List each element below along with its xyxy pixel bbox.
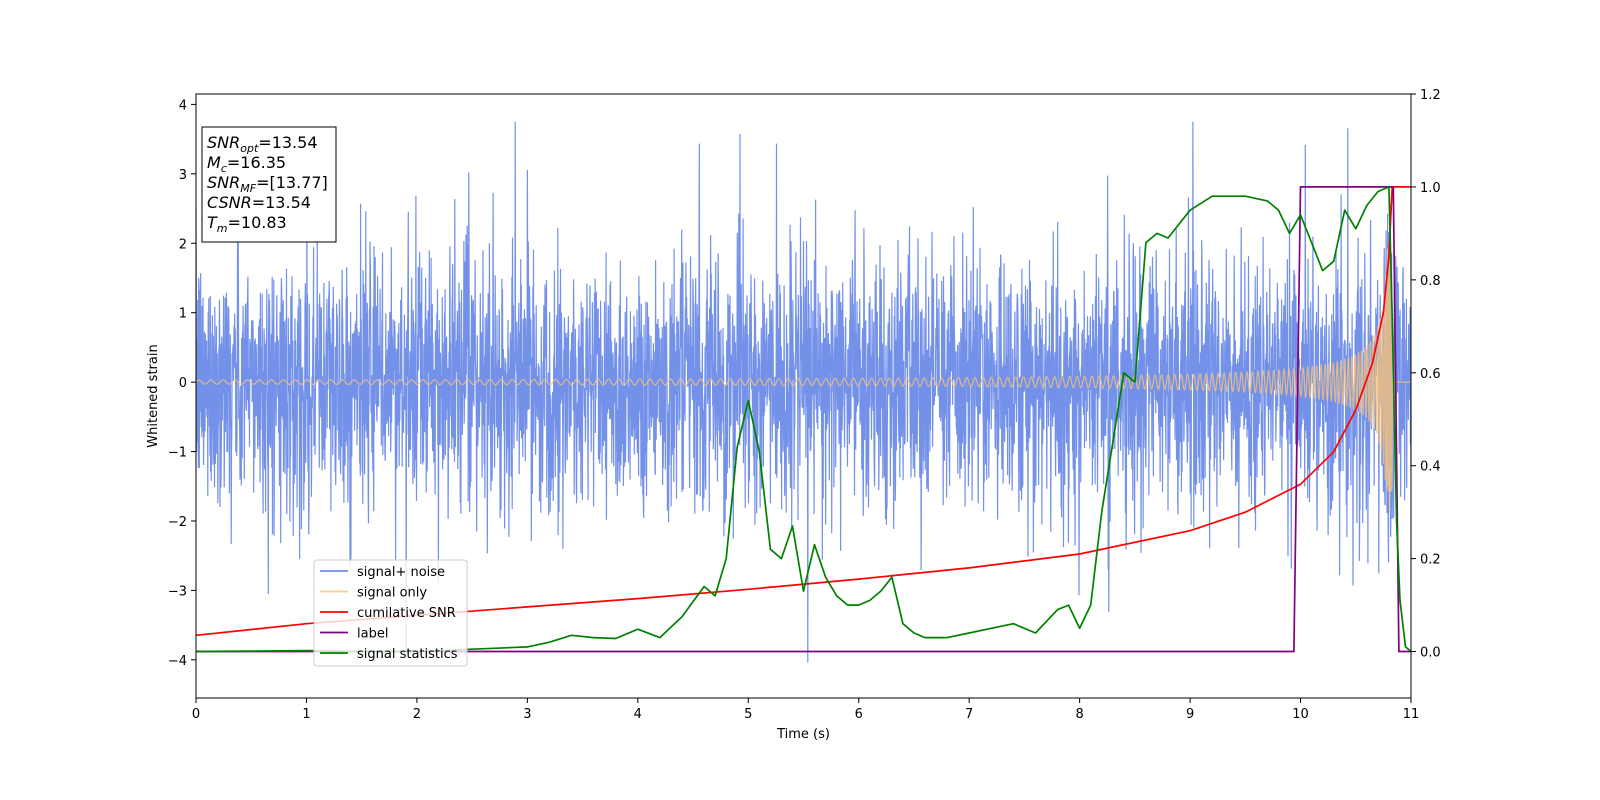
y-axis-right: 0.0 0.2 0.4 0.6 0.8 1.0 1.2 — [1411, 88, 1441, 661]
y-right-tick-label: 0.4 — [1420, 460, 1441, 475]
y-left-tick-label: −4 — [168, 654, 187, 669]
annotation-line: Tm=10.83 — [207, 213, 287, 235]
x-tick-label: 6 — [855, 707, 863, 722]
x-tick-label: 1 — [302, 707, 310, 722]
series-cumulative-snr — [196, 186, 1411, 637]
y-right-tick-label: 0.2 — [1420, 553, 1441, 568]
legend-entry: cumilative SNR — [357, 606, 456, 621]
annotation-line: SNRopt=13.54 — [207, 133, 318, 155]
y-left-tick-label: −3 — [168, 584, 187, 599]
x-tick-label: 9 — [1186, 707, 1194, 722]
annotation-frame — [201, 126, 337, 243]
legend-frame — [313, 559, 468, 667]
x-tick-label: 7 — [965, 707, 973, 722]
series-signal-statistics — [196, 186, 1411, 653]
y-left-tick-label: 1 — [179, 307, 187, 322]
x-axis-label: Time (s) — [776, 727, 830, 742]
legend-entry: signal only — [357, 586, 427, 601]
annotation-line: SNRMF=[13.77] — [207, 173, 328, 195]
legend: signal+ noise signal only cumilative SNR la… — [313, 559, 468, 667]
plot-area — [196, 121, 1411, 663]
x-tick-label: 0 — [192, 707, 200, 722]
y-right-tick-label: 0.6 — [1420, 367, 1441, 382]
x-axis: 0 1 2 3 4 5 6 7 8 9 10 11 — [192, 698, 1419, 722]
y-right-tick-label: 0.8 — [1420, 274, 1441, 289]
x-tick-label: 2 — [413, 707, 421, 722]
annotation-box: SNRopt=13.54Mc=16.35SNRMF=[13.77]CSNR=13… — [201, 126, 337, 243]
annotation-line: Mc=16.35 — [207, 153, 286, 175]
y-axis-left: −4 −3 −2 −1 0 1 2 3 4 — [168, 98, 196, 669]
legend-entry: signal+ noise — [357, 565, 445, 580]
x-tick-label: 11 — [1403, 707, 1420, 722]
series-signal-noise — [196, 121, 1411, 663]
y-left-tick-label: 4 — [179, 98, 187, 113]
legend-entry: signal statistics — [357, 647, 458, 662]
y-left-tick-label: −2 — [168, 515, 187, 530]
x-tick-label: 4 — [634, 707, 642, 722]
x-tick-label: 10 — [1292, 707, 1309, 722]
y-right-tick-label: 1.0 — [1420, 181, 1441, 196]
annotation-line: CSNR=13.54 — [207, 193, 311, 212]
y-right-tick-label: 1.2 — [1420, 88, 1441, 103]
y-axis-label: Whitened strain — [146, 344, 161, 447]
x-tick-label: 5 — [744, 707, 752, 722]
legend-entry: label — [357, 627, 388, 642]
y-left-tick-label: 3 — [179, 168, 187, 183]
y-left-tick-label: 2 — [179, 237, 187, 252]
y-right-tick-label: 0.0 — [1420, 646, 1441, 661]
x-tick-label: 3 — [523, 707, 531, 722]
axes-frame — [195, 93, 1412, 699]
y-left-tick-label: 0 — [179, 376, 187, 391]
series-label — [196, 186, 1411, 653]
y-left-tick-label: −1 — [168, 446, 187, 461]
series-signal-only — [196, 248, 1411, 513]
x-tick-label: 8 — [1075, 707, 1083, 722]
